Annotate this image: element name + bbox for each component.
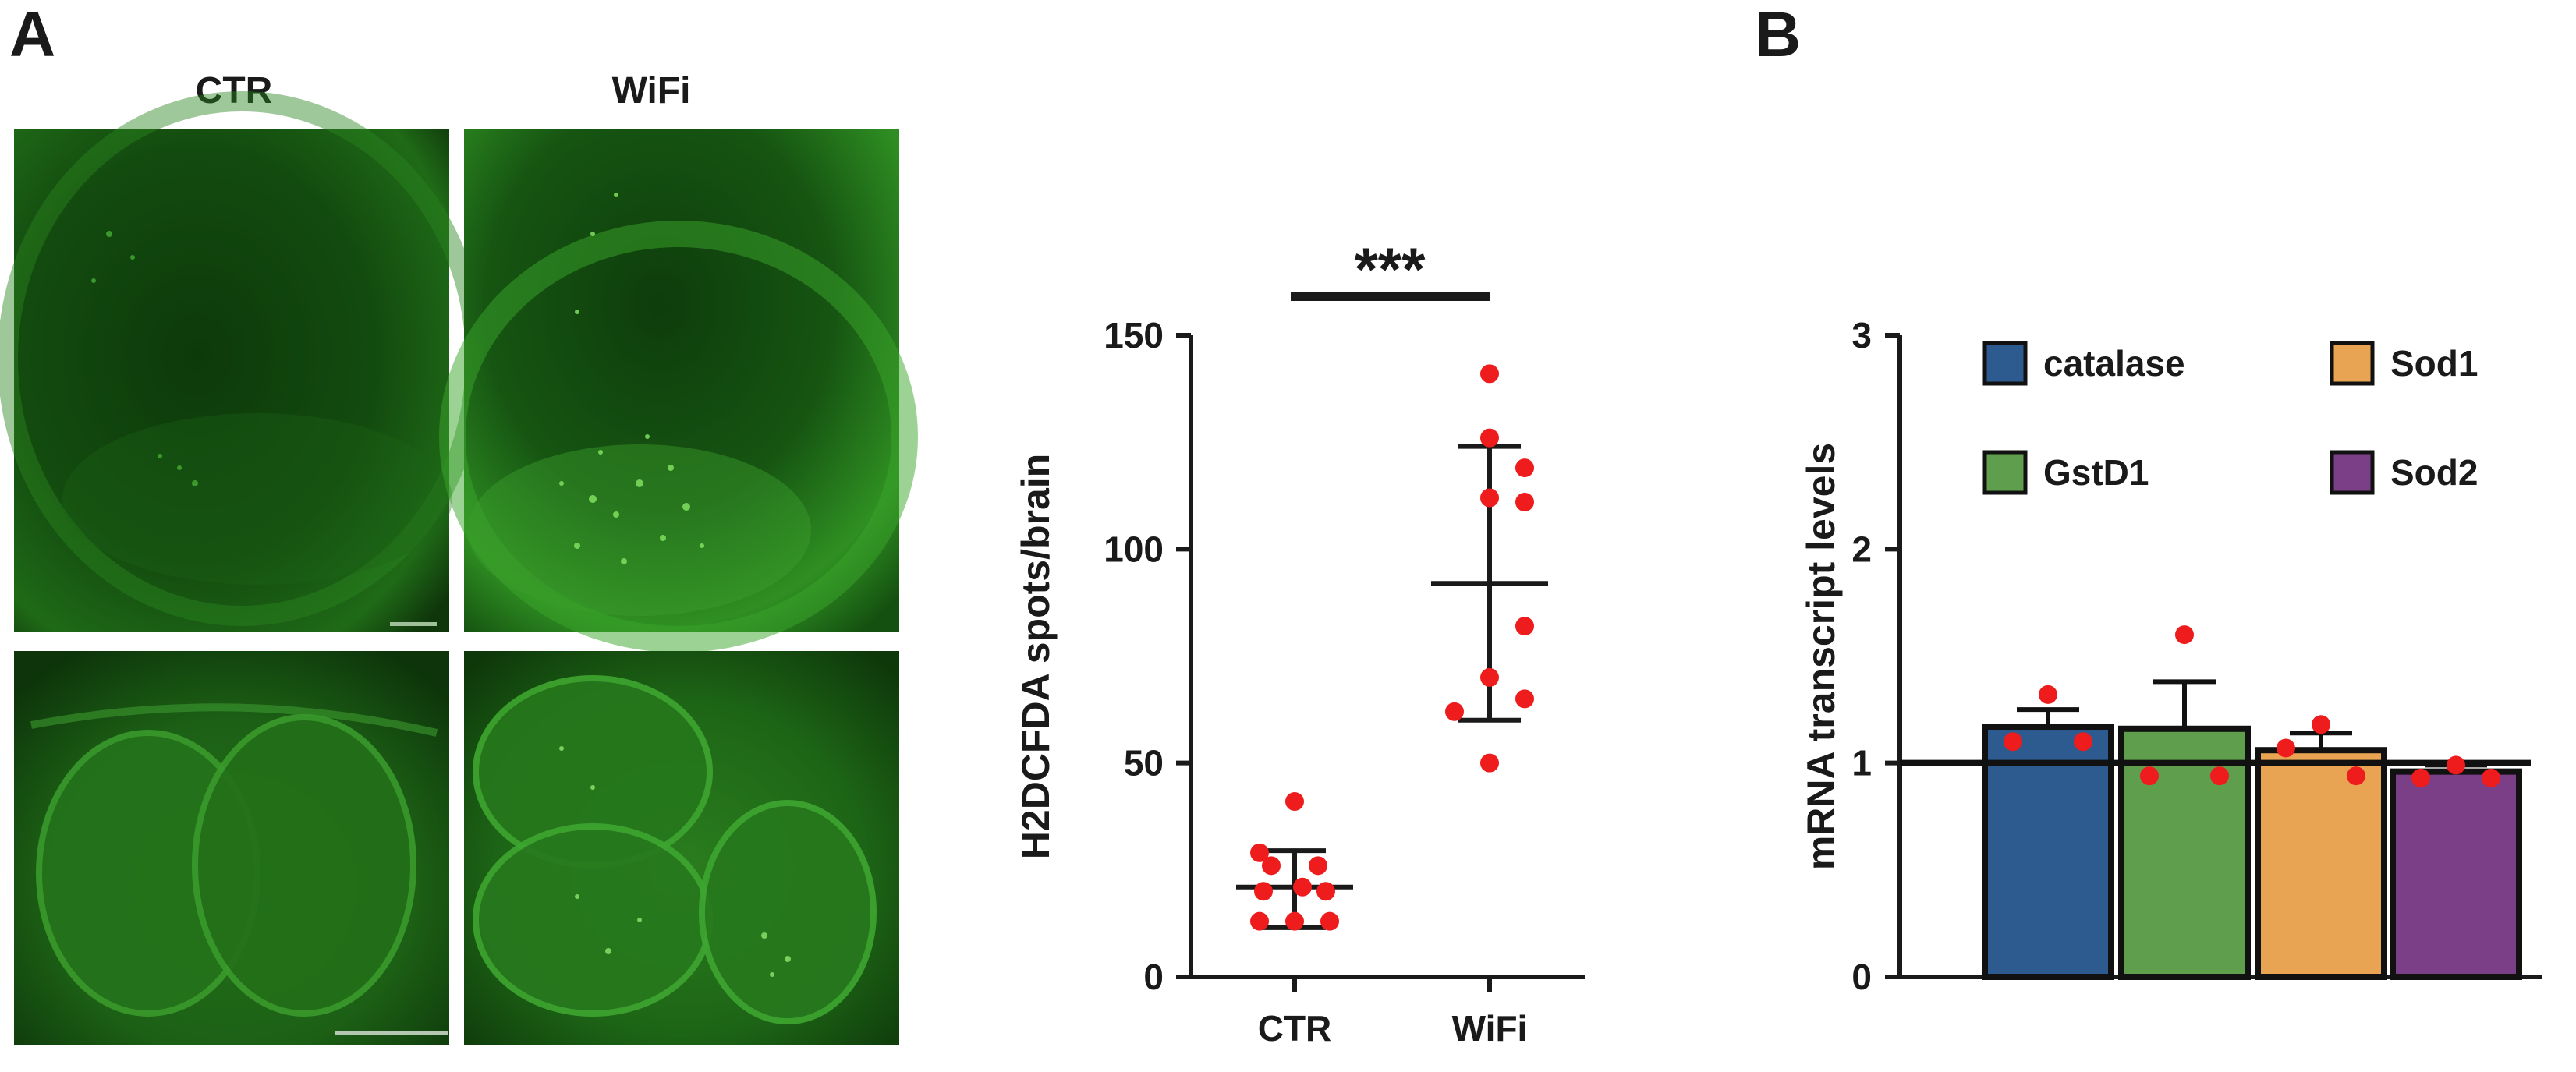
legend-label-Sod1: Sod1 (2390, 343, 2478, 384)
bar-point (2411, 768, 2430, 787)
micrograph-heading-ctr: CTR (196, 70, 273, 111)
scatter-point (1515, 617, 1534, 636)
bar-point (2447, 755, 2465, 775)
scatter-point (1262, 856, 1281, 876)
legend-label-Sod2: Sod2 (2390, 452, 2478, 493)
scatter-y-tick-label: 0 (1143, 957, 1164, 997)
scatter-point (1515, 689, 1534, 709)
legend-swatch-Sod2 (2330, 450, 2375, 495)
scatter-point (1250, 911, 1269, 931)
micrograph-wifi-brain (439, 129, 918, 653)
bar-point (2277, 738, 2295, 758)
scatter-point (1480, 753, 1499, 773)
bar-chart-mrna: mRNA transcript levels 0 1 2 3 catalase Sod1… (1799, 315, 2542, 997)
bar-point (2074, 732, 2092, 752)
scatter-point (1515, 458, 1534, 478)
bar-point (2004, 732, 2022, 752)
bar-point (2210, 766, 2229, 786)
scatter-chart-h2dcfda: H2DCFDA spots/brain 0 50 100 150 CTR WiFi *** (1014, 235, 1585, 1049)
bar-y-tick-label: 0 (1851, 957, 1872, 997)
scatter-point (1320, 911, 1339, 931)
bar-y-tick-label: 1 (1851, 743, 1872, 784)
bar-point (2347, 766, 2365, 786)
bar-point (2482, 768, 2500, 787)
scatter-y-tick-label: 100 (1104, 529, 1164, 569)
legend-label-GstD1: GstD1 (2043, 452, 2149, 493)
bar-point (2140, 766, 2159, 786)
bar-point (2039, 685, 2057, 704)
bar-point (2312, 715, 2330, 734)
scatter-x-tick-label: WiFi (1452, 1008, 1528, 1049)
scatter-point (1480, 488, 1499, 508)
micrograph-heading-wifi: WiFi (612, 70, 691, 111)
scatter-point (1480, 667, 1499, 687)
scatter-point (1285, 911, 1304, 931)
bar-Sod2 (2390, 768, 2522, 980)
scatter-point (1515, 492, 1534, 511)
scatter-point (1480, 364, 1499, 384)
panel-label-b: B (1755, 0, 1801, 70)
scatter-y-tick-label: 50 (1124, 743, 1164, 784)
scatter-point (1445, 702, 1464, 721)
bar-Sod1 (2255, 747, 2387, 980)
scatter-point (1285, 792, 1304, 812)
legend-swatch-GstD1 (1982, 450, 2028, 495)
bar-y-tick-label: 3 (1851, 315, 1872, 356)
micrograph-ctr-discs (14, 651, 449, 1045)
micrograph-ctr-brain (0, 91, 486, 632)
scatter-point (1293, 877, 1312, 897)
scatter-point (1254, 882, 1273, 901)
scatter-point (1480, 428, 1499, 448)
scatter-y-tick-label: 150 (1104, 315, 1164, 356)
scatter-y-axis-title: H2DCFDA spots/brain (1014, 454, 1058, 859)
scatter-x-tick-label: CTR (1258, 1008, 1332, 1049)
bar-y-axis-title: mRNA transcript levels (1799, 443, 1843, 870)
micrograph-wifi-discs (464, 651, 899, 1045)
legend-swatch-Sod1 (2330, 341, 2375, 386)
panel-label-a: A (9, 0, 55, 70)
scatter-point (1250, 843, 1269, 862)
scatter-point (1316, 882, 1335, 901)
bar-y-tick-label: 2 (1851, 529, 1872, 569)
significance-label: *** (1354, 235, 1426, 303)
scatter-point (1309, 856, 1327, 876)
bar-point (2175, 625, 2194, 645)
legend-swatch-catalase (1982, 341, 2028, 386)
legend-label-catalase: catalase (2043, 343, 2185, 384)
